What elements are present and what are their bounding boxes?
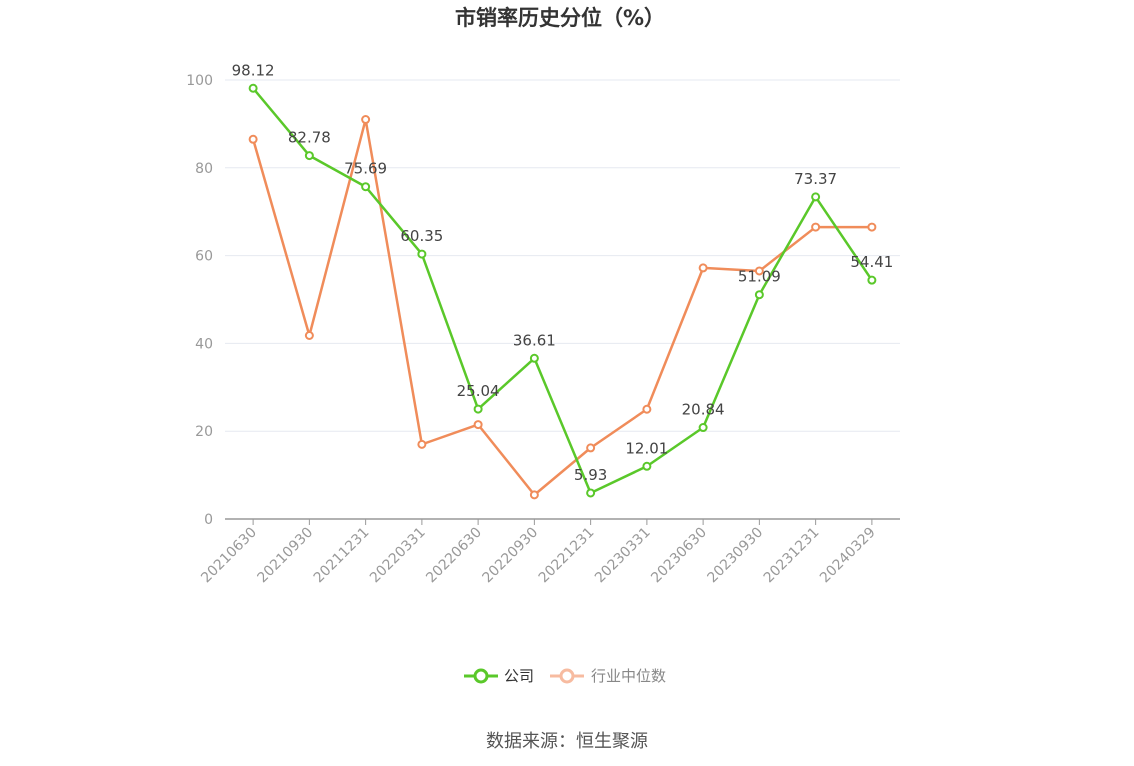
- legend-industry-label: 行业中位数: [591, 667, 666, 685]
- x-tick-label: 20230630: [648, 525, 710, 587]
- data-point[interactable]: [361, 115, 371, 125]
- x-tick-label: 20211231: [311, 525, 373, 587]
- data-point[interactable]: [698, 423, 708, 433]
- data-point[interactable]: [361, 182, 371, 192]
- grid: [225, 79, 900, 432]
- data-label: 60.35: [400, 227, 443, 245]
- y-tick-label: 100: [186, 73, 213, 89]
- data-point[interactable]: [867, 275, 877, 285]
- data-label: 12.01: [625, 439, 668, 457]
- data-point[interactable]: [248, 83, 258, 93]
- series-line-0: [252, 87, 873, 495]
- x-tick-label: 20221231: [536, 525, 598, 587]
- legend: 公司 行业中位数: [464, 667, 666, 685]
- axes: 0204060801002021063020210930202112312022…: [186, 73, 900, 586]
- legend-industry-marker: [559, 668, 575, 684]
- data-point[interactable]: [473, 404, 483, 414]
- legend-item-industry-median[interactable]: 行业中位数: [550, 667, 666, 685]
- data-point[interactable]: [473, 420, 483, 430]
- x-tick-label: 20220331: [367, 525, 429, 587]
- legend-company-label: 公司: [504, 667, 534, 685]
- chart-title: 市销率历史分位（%）: [455, 6, 665, 30]
- x-tick-label: 20210630: [198, 525, 260, 587]
- data-point[interactable]: [586, 488, 596, 498]
- data-label: 20.84: [682, 401, 725, 419]
- x-tick-label: 20230331: [592, 525, 654, 587]
- legend-company-marker: [473, 668, 489, 684]
- data-point[interactable]: [417, 439, 427, 449]
- x-tick-label: 20230930: [704, 525, 766, 587]
- data-label: 98.12: [232, 61, 275, 79]
- x-tick-label: 20220930: [479, 525, 541, 587]
- data-point[interactable]: [754, 266, 764, 276]
- series-line-1: [251, 118, 872, 497]
- data-source: 数据来源：恒生聚源: [486, 731, 648, 752]
- y-tick-label: 80: [195, 161, 213, 177]
- y-tick-label: 0: [204, 512, 213, 528]
- x-tick-label: 20210930: [254, 525, 316, 587]
- data-point[interactable]: [754, 290, 764, 300]
- data-label: 36.61: [513, 331, 556, 349]
- data-label: 82.78: [288, 129, 331, 147]
- data-point[interactable]: [642, 404, 652, 414]
- data-label: 51.09: [738, 268, 781, 286]
- data-label: 54.41: [850, 253, 893, 271]
- data-labels: 98.12 82.78 75.69 60.35 25.04 36.61 5.93 12.01 2…: [232, 61, 894, 484]
- x-tick-label: 20240329: [817, 525, 879, 587]
- data-point[interactable]: [586, 443, 596, 453]
- y-tick-label: 60: [195, 249, 213, 265]
- data-label: 5.93: [574, 466, 607, 484]
- data-point[interactable]: [304, 151, 314, 161]
- data-point[interactable]: [867, 222, 877, 232]
- data-point[interactable]: [529, 353, 539, 363]
- data-label: 73.37: [794, 170, 837, 188]
- data-point[interactable]: [698, 263, 708, 273]
- data-point[interactable]: [248, 134, 258, 144]
- y-tick-label: 40: [195, 336, 213, 352]
- data-point[interactable]: [811, 222, 821, 232]
- data-point[interactable]: [811, 192, 821, 202]
- data-label: 75.69: [344, 160, 387, 178]
- data-point[interactable]: [529, 490, 539, 500]
- y-tick-label: 20: [195, 424, 213, 440]
- data-point[interactable]: [642, 461, 652, 471]
- x-tick-label: 20231231: [761, 525, 823, 587]
- data-label: 25.04: [457, 382, 500, 400]
- x-tick-label: 20220630: [423, 525, 485, 587]
- data-point[interactable]: [417, 249, 427, 259]
- data-point[interactable]: [304, 330, 314, 340]
- legend-item-company[interactable]: 公司: [464, 667, 534, 685]
- series: [248, 83, 877, 500]
